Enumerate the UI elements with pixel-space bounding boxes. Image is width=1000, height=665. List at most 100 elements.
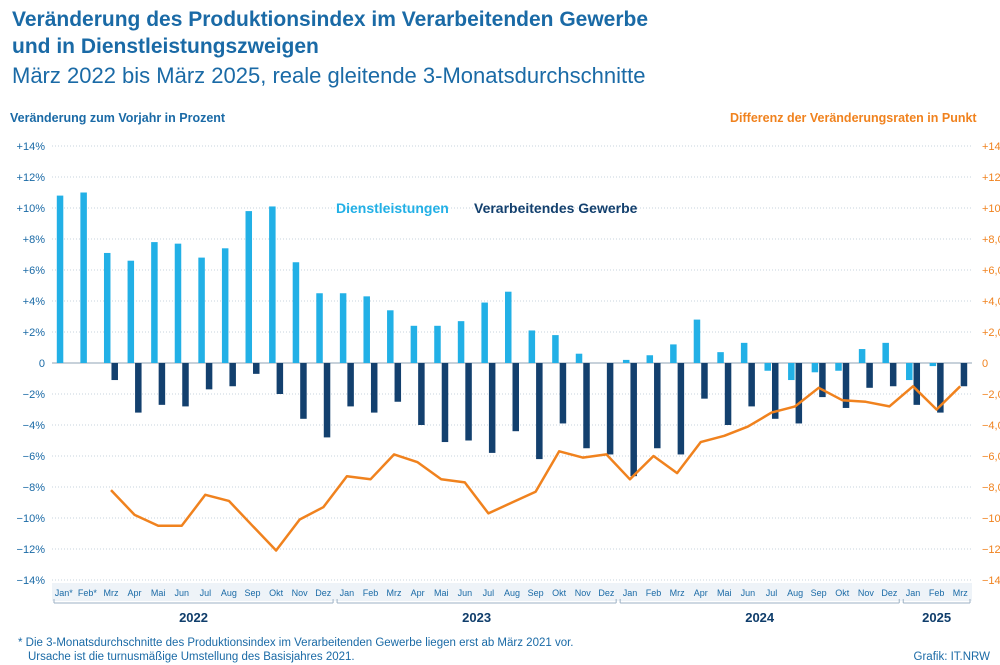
- line-differenz: [110, 385, 962, 552]
- x-tick-label: Jul: [766, 588, 778, 598]
- y-tick-label-left: −8%: [23, 482, 46, 494]
- x-tick-label: Okt: [269, 588, 284, 598]
- bar-verarbeitendes-gewerbe: [205, 363, 213, 390]
- bar-verarbeitendes-gewerbe: [300, 363, 307, 419]
- bar-dienstleistungen: [269, 206, 276, 363]
- bar-verarbeitendes-gewerbe: [370, 363, 378, 413]
- y-tick-label-right: −14: [982, 575, 1000, 587]
- bar-dienstleistungen: [151, 242, 158, 363]
- x-tick-label: Feb: [646, 588, 662, 598]
- bar-verarbeitendes-gewerbe: [441, 363, 449, 443]
- bar-dienstleistungen: [434, 325, 441, 363]
- bar-verarbeitendes-gewerbe: [842, 363, 850, 408]
- y-tick-label-right: +4,0: [982, 296, 1000, 308]
- y-tick-label-right: +2,0: [982, 327, 1000, 339]
- bar-verarbeitendes-gewerbe: [630, 363, 637, 477]
- x-tick-label: Dez: [598, 588, 615, 598]
- legend-verarbeitendes-gewerbe: Verarbeitendes Gewerbe: [474, 200, 638, 216]
- bar-dienstleistungen: [811, 363, 819, 373]
- x-tick-label: Jul: [200, 588, 212, 598]
- bar-verarbeitendes-gewerbe: [583, 363, 590, 449]
- bar-dienstleistungen: [906, 363, 913, 381]
- x-tick-label: Dez: [881, 588, 898, 598]
- x-tick-label: Aug: [504, 588, 520, 598]
- x-tick-label: Jun: [458, 588, 473, 598]
- x-tick-label: Jan: [340, 588, 355, 598]
- bar-dienstleistungen: [882, 342, 889, 363]
- y-tick-label-right: −8,0: [982, 482, 1000, 494]
- bar-verarbeitendes-gewerbe: [559, 363, 567, 424]
- bar-verarbeitendes-gewerbe: [771, 363, 779, 419]
- chart-area: +14% +14 +12% +12 +10% +10 +8% +8,0 +6% +6,0 +4% +4…: [17, 141, 1000, 625]
- bar-verarbeitendes-gewerbe: [182, 363, 189, 407]
- bar-dienstleistungen: [575, 353, 583, 363]
- bar-verarbeitendes-gewerbe: [465, 363, 472, 441]
- x-tick-label: Apr: [411, 588, 425, 598]
- bar-dienstleistungen: [410, 325, 418, 363]
- x-tick-label: Mrz: [103, 588, 118, 598]
- bar-dienstleistungen: [505, 291, 512, 363]
- bar-dienstleistungen: [103, 252, 111, 363]
- x-tick-label: Nov: [575, 588, 592, 598]
- bar-verarbeitendes-gewerbe: [960, 363, 968, 387]
- y-tick-label-right: +10: [982, 203, 1000, 215]
- bar-verarbeitendes-gewerbe: [394, 363, 402, 402]
- y-tick-label-left: −4%: [23, 420, 46, 432]
- bar-verarbeitendes-gewerbe: [937, 363, 944, 413]
- bar-dienstleistungen: [387, 310, 394, 363]
- bar-verarbeitendes-gewerbe: [536, 363, 543, 460]
- bar-verarbeitendes-gewerbe: [701, 363, 708, 399]
- y-tick-label-right: +14: [982, 141, 1000, 153]
- y-tick-label-left: +14%: [17, 141, 46, 153]
- bar-dienstleistungen: [788, 363, 795, 381]
- y-tick-label-left: +4%: [23, 296, 46, 308]
- bar-dienstleistungen: [835, 363, 842, 371]
- y-axis-label-right: Differenz der Veränderungsraten in Punkt: [730, 111, 977, 125]
- bar-dienstleistungen: [221, 248, 229, 363]
- bar-dienstleistungen: [56, 195, 64, 363]
- x-tick-label: Nov: [858, 588, 875, 598]
- bar-dienstleistungen: [858, 349, 866, 363]
- bar-dienstleistungen: [481, 302, 488, 363]
- y-tick-label-right: 0: [982, 358, 988, 370]
- chart-title: Veränderung des Produktionsindex im Vera…: [12, 6, 648, 60]
- y-tick-label-left: −6%: [23, 451, 46, 463]
- bar-verarbeitendes-gewerbe: [724, 363, 732, 425]
- y-tick-label-right: +8,0: [982, 234, 1000, 246]
- bar-dienstleistungen: [528, 330, 536, 363]
- bar-verarbeitendes-gewerbe: [654, 363, 661, 449]
- bar-dienstleistungen: [552, 335, 559, 363]
- x-tick-label: Okt: [552, 588, 567, 598]
- bar-dienstleistungen: [646, 355, 654, 363]
- bar-dienstleistungen: [764, 363, 771, 371]
- bar-dienstleistungen: [670, 344, 677, 363]
- x-tick-label: Jan*: [55, 588, 74, 598]
- bar-verarbeitendes-gewerbe: [253, 363, 260, 374]
- x-tick-label: Dez: [315, 588, 332, 598]
- bar-dienstleistungen: [363, 296, 370, 363]
- title-line-1: Veränderung des Produktionsindex im Vera…: [12, 8, 649, 31]
- bar-verarbeitendes-gewerbe: [866, 363, 873, 388]
- bar-dienstleistungen: [174, 243, 182, 363]
- bar-dienstleistungen: [740, 342, 748, 363]
- x-tick-label: Sep: [528, 588, 544, 598]
- year-label: 2023: [462, 610, 491, 625]
- y-tick-label-left: 0: [39, 358, 45, 370]
- bar-verarbeitendes-gewerbe: [347, 363, 354, 407]
- bar-dienstleistungen: [717, 352, 724, 363]
- year-label: 2025: [922, 610, 951, 625]
- bar-verarbeitendes-gewerbe: [795, 363, 803, 424]
- bar-dienstleistungen: [292, 262, 300, 363]
- title-line-2: und in Dienstleistungszweigen: [12, 35, 319, 58]
- y-tick-label-left: +8%: [23, 234, 46, 246]
- y-tick-label-right: −6,0: [982, 451, 1000, 463]
- x-tick-label: Apr: [128, 588, 142, 598]
- y-tick-label-right: +12: [982, 172, 1000, 184]
- legend-dienstleistungen: Dienstleistungen: [336, 200, 449, 216]
- bar-dienstleistungen: [339, 293, 347, 363]
- y-tick-label-right: −4,0: [982, 420, 1000, 432]
- bar-verarbeitendes-gewerbe: [488, 363, 496, 453]
- y-tick-label-right: −12: [982, 544, 1000, 556]
- x-tick-label: Jun: [174, 588, 189, 598]
- y-tick-label-left: −12%: [17, 544, 46, 556]
